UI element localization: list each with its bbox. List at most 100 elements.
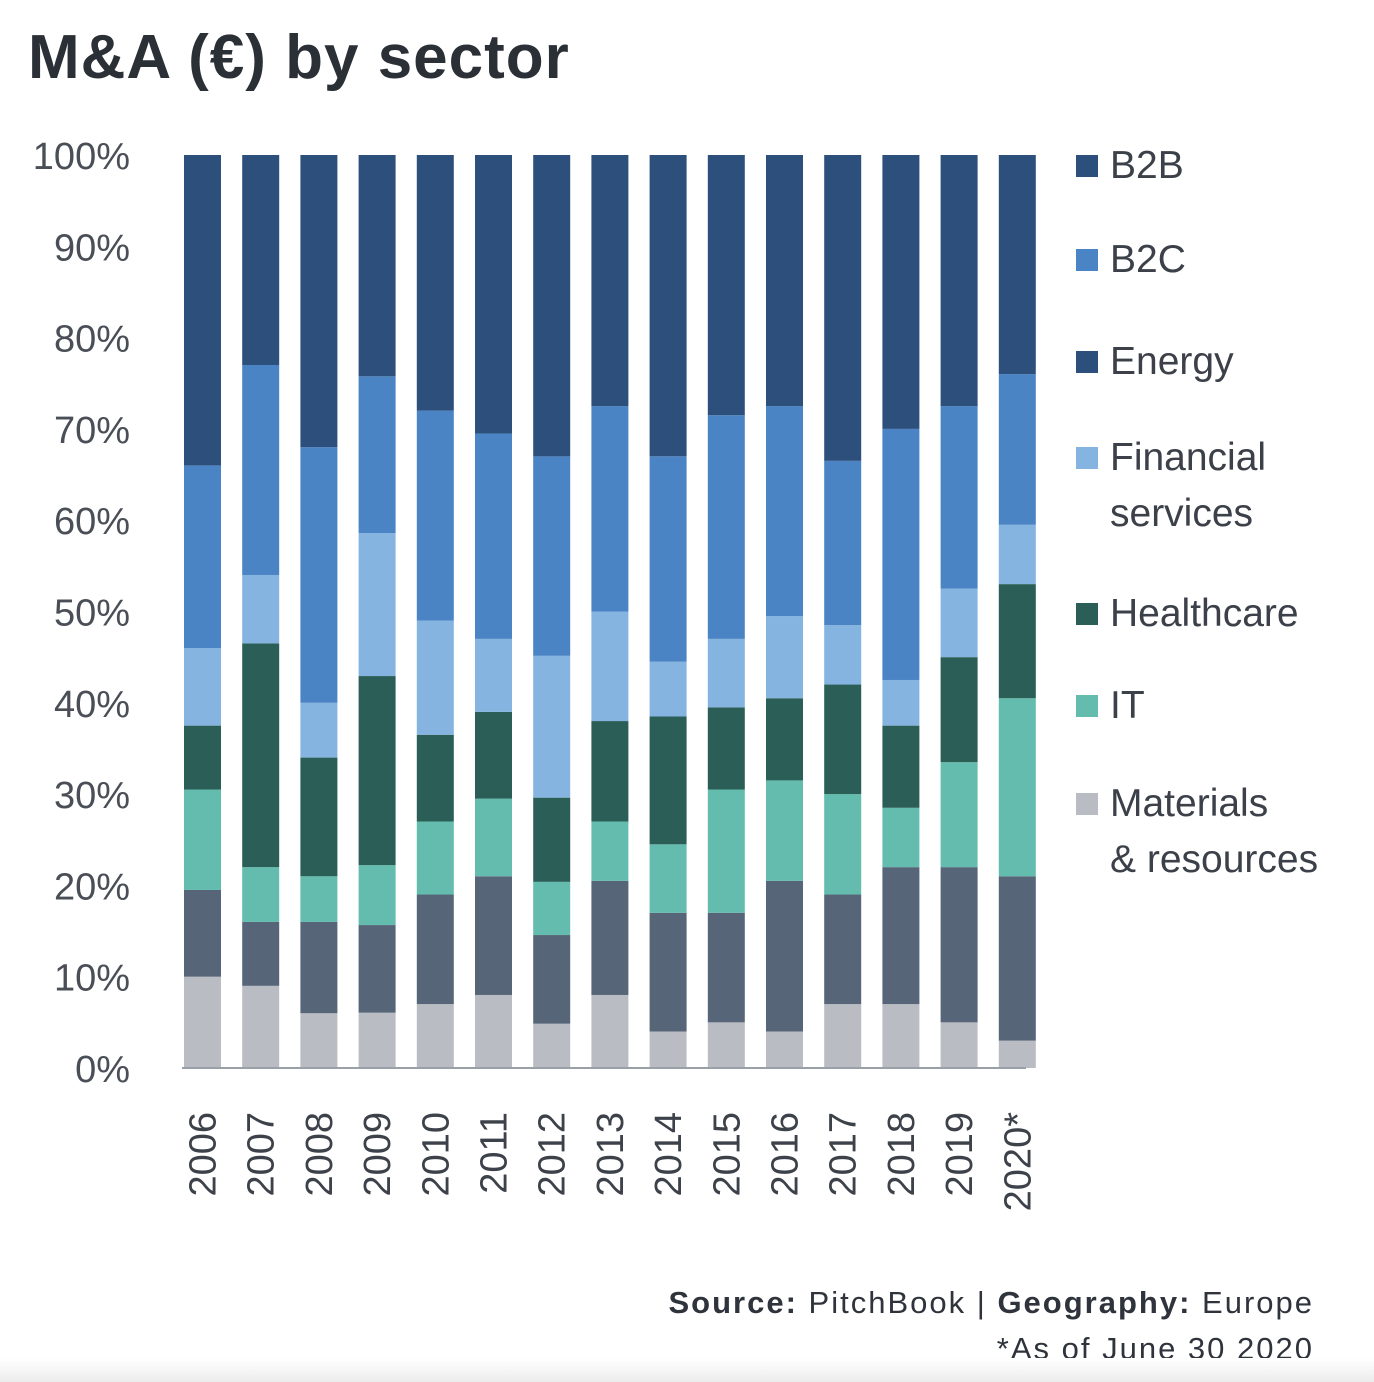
bar-segment <box>824 1004 862 1068</box>
legend-label-line: Energy <box>1110 340 1234 383</box>
bar-segment <box>184 648 221 726</box>
legend-swatch <box>1076 447 1098 469</box>
bar-segment <box>649 155 687 457</box>
bar-segment <box>707 912 745 1023</box>
legend-label-line: Healthcare <box>1110 592 1299 635</box>
bar-segment <box>184 976 221 1068</box>
bar-segment <box>591 611 629 722</box>
bar-segment <box>824 684 862 795</box>
bar-segment <box>707 789 745 913</box>
bar-segment <box>184 465 221 649</box>
bar-segment <box>416 155 454 411</box>
legend-label-line: IT <box>1110 684 1145 727</box>
x-tick-label: 2008 <box>299 1112 341 1197</box>
bar-segment <box>882 1004 920 1068</box>
x-tick-label: 2016 <box>765 1112 807 1197</box>
bar-segment <box>766 880 803 1032</box>
bar-segment <box>707 155 745 416</box>
legend-swatch <box>1076 793 1098 815</box>
bar-segment <box>940 155 978 407</box>
legend-label: IT <box>1110 678 1370 734</box>
bar-segment <box>184 789 221 890</box>
bars <box>184 155 1036 1068</box>
bar-segment <box>416 821 454 895</box>
bar-segment <box>358 1012 396 1068</box>
bar-segment <box>707 638 745 708</box>
bar-segment <box>824 625 862 685</box>
x-tick-label: 2007 <box>241 1112 283 1197</box>
bar-segment <box>766 155 803 407</box>
bar-segment <box>300 876 338 922</box>
bar-segment <box>882 428 920 680</box>
bar-segment <box>940 657 978 763</box>
separator: | <box>976 1285 987 1320</box>
bar-segment <box>300 921 338 1014</box>
bar-segment <box>649 716 687 845</box>
bar-segment <box>707 707 745 790</box>
x-tick-label: 2010 <box>415 1112 457 1197</box>
bar-segment <box>882 679 920 726</box>
bar-segment <box>882 807 920 868</box>
bar-segment <box>475 155 512 434</box>
bar-segment <box>475 994 512 1068</box>
legend-label: Healthcare <box>1110 586 1370 642</box>
bar-segment <box>358 925 396 1013</box>
x-tick-label: 2011 <box>474 1112 516 1194</box>
y-tick-label: 30% <box>54 775 130 817</box>
bar-segment <box>998 1040 1036 1068</box>
legend-label: B2C <box>1110 232 1370 288</box>
bar-segment <box>591 821 629 881</box>
bar-segment <box>184 155 221 466</box>
y-tick-label: 40% <box>54 684 130 726</box>
y-tick-label: 60% <box>54 501 130 543</box>
bar-segment <box>300 155 338 448</box>
bar-segment <box>940 867 978 1023</box>
bar-segment <box>766 698 803 781</box>
bar-segment <box>766 406 803 617</box>
y-tick-label: 100% <box>33 136 130 178</box>
bar-segment <box>649 1031 687 1068</box>
x-tick-label: 2020* <box>997 1112 1039 1212</box>
legend-swatch <box>1076 155 1098 177</box>
x-tick-label: 2014 <box>648 1112 690 1197</box>
bar-segment <box>416 734 454 822</box>
x-tick-label: 2006 <box>183 1112 225 1197</box>
x-tick-label: 2017 <box>823 1112 865 1197</box>
bottom-shade <box>0 1358 1374 1382</box>
bar-segment <box>533 1023 571 1068</box>
bar-segment <box>940 588 978 658</box>
bar-segment <box>533 881 571 936</box>
geography-label: Geography: <box>997 1285 1192 1320</box>
legend-label: Financial services <box>1110 430 1370 542</box>
bar-segment <box>358 533 396 677</box>
source-value: PitchBook <box>808 1285 967 1320</box>
y-tick-label: 10% <box>54 958 130 1000</box>
legend-label: Materials & resources <box>1110 776 1370 888</box>
bar-segment <box>475 876 512 995</box>
bar-segment <box>824 460 862 626</box>
x-tick-label: 2012 <box>532 1112 574 1197</box>
source-line: Source: PitchBook | Geography: Europe <box>669 1280 1315 1326</box>
bar-segment <box>882 867 920 1005</box>
bar-segment <box>649 844 687 913</box>
x-tick-label: 2018 <box>881 1112 923 1197</box>
x-tick-label: 2013 <box>590 1112 632 1197</box>
bar-segment <box>998 374 1036 525</box>
legend-swatch <box>1076 351 1098 373</box>
bar-segment <box>824 155 862 461</box>
geography-value: Europe <box>1202 1285 1314 1320</box>
bar-segment <box>242 364 280 575</box>
y-tick-label: 90% <box>54 227 130 269</box>
bar-segment <box>766 616 803 699</box>
bar-segment <box>649 456 687 662</box>
bar-segment <box>533 155 571 457</box>
bar-segment <box>300 757 338 877</box>
bar-segment <box>300 447 338 703</box>
bar-segment <box>358 155 396 377</box>
bar-segment <box>242 985 280 1068</box>
bar-segment <box>707 1022 745 1068</box>
bar-segment <box>591 994 629 1068</box>
bar-segment <box>824 794 862 895</box>
x-axis: 2006 2007 2008 2009 2010 2011 2012 2013 2014 2015… <box>183 1112 1040 1212</box>
